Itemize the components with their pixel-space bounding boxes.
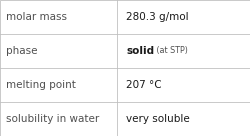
Text: 280.3 g/mol: 280.3 g/mol	[126, 12, 188, 22]
Text: molar mass: molar mass	[6, 12, 67, 22]
Text: very soluble: very soluble	[126, 114, 189, 124]
Text: melting point: melting point	[6, 80, 76, 90]
Text: phase: phase	[6, 46, 38, 56]
Text: 207 °C: 207 °C	[126, 80, 161, 90]
Text: solubility in water: solubility in water	[6, 114, 99, 124]
Text: (at STP): (at STP)	[154, 47, 188, 55]
Text: solid: solid	[126, 46, 154, 56]
